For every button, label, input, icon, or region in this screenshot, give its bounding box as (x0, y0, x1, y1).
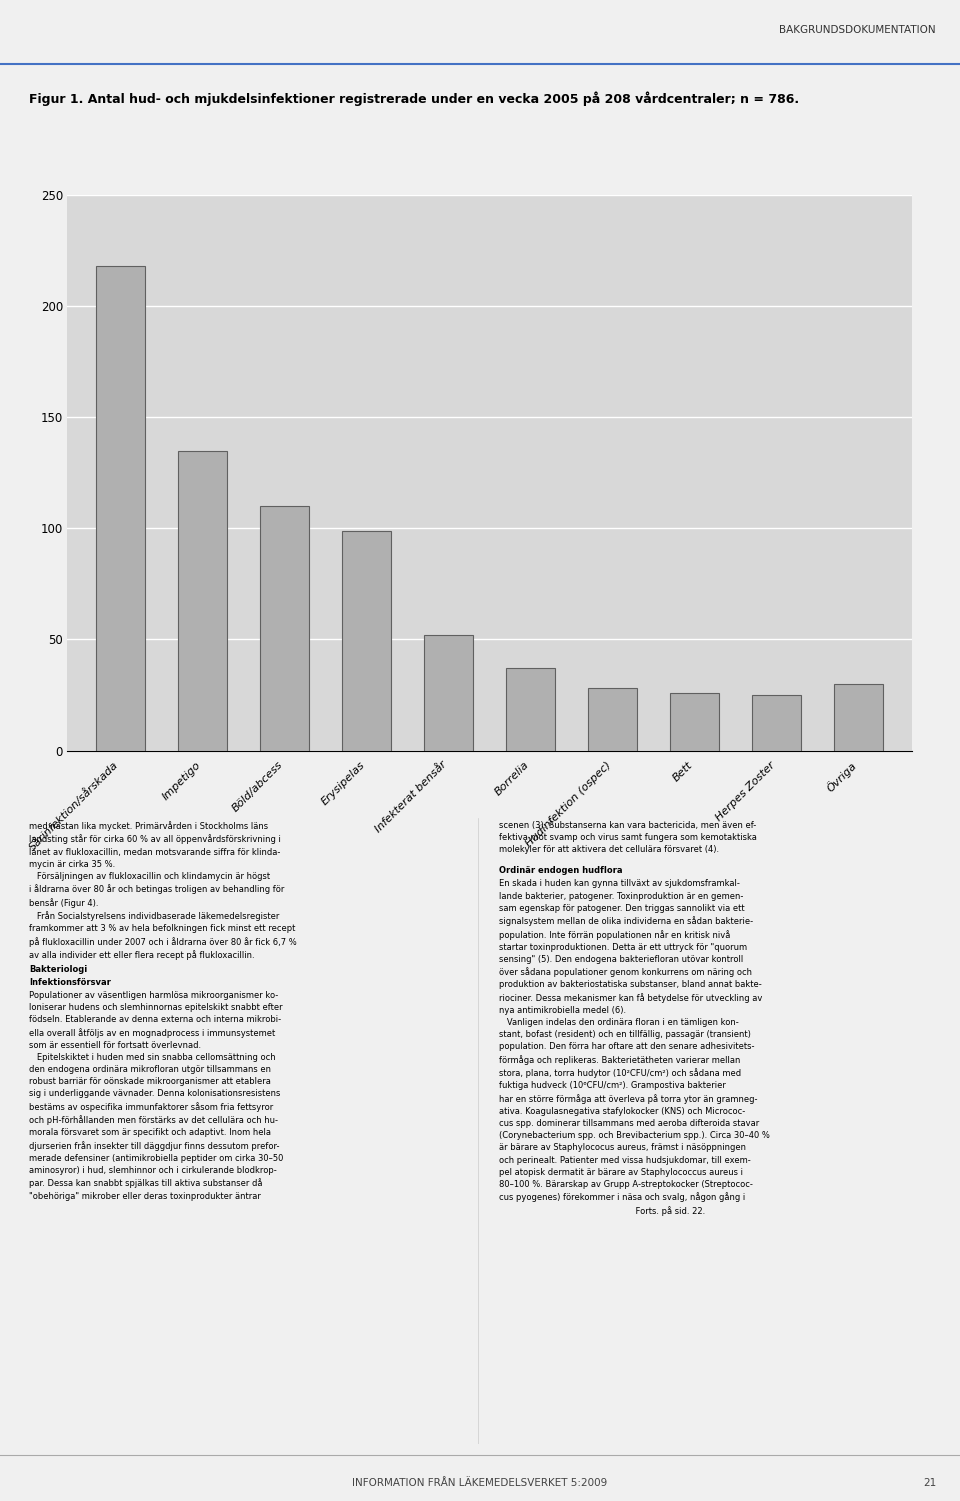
Bar (178, 450, 228, 750)
Bar (752, 695, 802, 750)
Bar (588, 689, 637, 750)
Text: Ordinär endogen hudflora: Ordinär endogen hudflora (499, 866, 623, 875)
Bar (834, 684, 883, 750)
Text: Figur 1. Antal hud- och mjukdelsinfektioner registrerade under en vecka 2005 på : Figur 1. Antal hud- och mjukdelsinfektio… (29, 92, 799, 107)
Bar (506, 668, 555, 750)
Text: Populationer av väsentligen harmlösa mikroorganismer ko-
loniserar hudens och sl: Populationer av väsentligen harmlösa mik… (29, 991, 283, 1201)
Text: INFORMATION FRÅN LÄKEMEDELSVERKET 5:2009: INFORMATION FRÅN LÄKEMEDELSVERKET 5:2009 (352, 1477, 608, 1487)
Text: med nästan lika mycket. Primärvården i Stockholms läns
landsting står för cirka : med nästan lika mycket. Primärvården i S… (29, 821, 297, 961)
Bar (424, 635, 473, 750)
Text: Infektionsförsvar: Infektionsförsvar (29, 977, 110, 986)
Text: Bakteriologi: Bakteriologi (29, 965, 87, 974)
Bar (670, 693, 719, 750)
Text: scenen (3). Substanserna kan vara bactericida, men även ef-
fektiva mot svamp oc: scenen (3). Substanserna kan vara bacter… (499, 821, 757, 854)
Text: BAKGRUNDSDOKUMENTATION: BAKGRUNDSDOKUMENTATION (780, 26, 936, 36)
Text: 21: 21 (923, 1477, 936, 1487)
Bar (96, 266, 145, 750)
Text: En skada i huden kan gynna tillväxt av sjukdomsframkal-
lande bakterier, patogen: En skada i huden kan gynna tillväxt av s… (499, 880, 770, 1216)
Bar (342, 530, 391, 750)
Bar (260, 506, 309, 750)
